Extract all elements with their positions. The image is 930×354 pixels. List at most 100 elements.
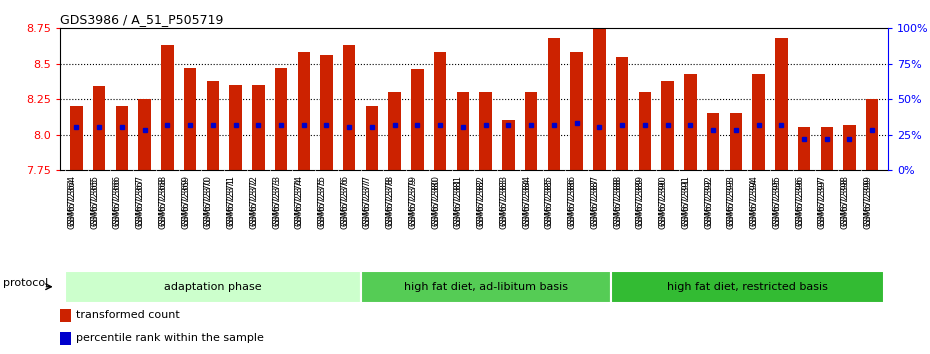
Text: GSM672396: GSM672396 — [795, 178, 804, 229]
Text: GSM672367: GSM672367 — [136, 178, 144, 229]
Text: GSM672388: GSM672388 — [613, 175, 622, 226]
Text: GDS3986 / A_51_P505719: GDS3986 / A_51_P505719 — [60, 13, 224, 26]
Bar — [548, 38, 560, 170]
Bar — [729, 113, 742, 170]
Bar — [274, 68, 287, 170]
Text: GSM672377: GSM672377 — [363, 178, 372, 229]
Text: GSM672365: GSM672365 — [90, 175, 100, 226]
Text: GSM672386: GSM672386 — [567, 175, 577, 226]
Bar — [343, 45, 355, 170]
Bar — [434, 52, 446, 170]
Text: GSM672385: GSM672385 — [545, 175, 554, 226]
Bar — [60, 332, 71, 345]
Bar — [139, 99, 151, 170]
Bar — [639, 92, 651, 170]
Text: protocol: protocol — [3, 278, 48, 288]
Text: GSM672372: GSM672372 — [249, 175, 259, 226]
Text: GSM672372: GSM672372 — [249, 178, 259, 229]
Text: GSM672394: GSM672394 — [750, 178, 759, 229]
Text: GSM672397: GSM672397 — [817, 178, 827, 229]
Text: GSM672375: GSM672375 — [317, 175, 326, 226]
Bar — [206, 81, 219, 170]
Text: GSM672364: GSM672364 — [67, 178, 76, 229]
Text: GSM672378: GSM672378 — [386, 178, 394, 229]
Bar — [611, 271, 884, 303]
Text: GSM672398: GSM672398 — [841, 178, 849, 229]
Bar — [70, 106, 83, 170]
Text: GSM672392: GSM672392 — [704, 178, 713, 229]
Text: GSM672374: GSM672374 — [295, 178, 304, 229]
Bar — [775, 38, 788, 170]
Text: GSM672371: GSM672371 — [227, 175, 235, 226]
Text: GSM672380: GSM672380 — [432, 178, 440, 229]
Text: GSM672379: GSM672379 — [408, 178, 418, 229]
Text: high fat diet, ad-libitum basis: high fat diet, ad-libitum basis — [404, 282, 567, 292]
Text: GSM672385: GSM672385 — [545, 178, 554, 229]
Bar — [411, 69, 424, 170]
Text: GSM672367: GSM672367 — [136, 175, 144, 226]
Text: GSM672379: GSM672379 — [408, 175, 418, 226]
Bar — [389, 92, 401, 170]
Text: percentile rank within the sample: percentile rank within the sample — [76, 333, 264, 343]
Text: GSM672377: GSM672377 — [363, 175, 372, 226]
Text: GSM672399: GSM672399 — [863, 178, 872, 229]
Text: GSM672373: GSM672373 — [272, 175, 281, 226]
Bar — [252, 85, 264, 170]
Text: GSM672388: GSM672388 — [613, 178, 622, 229]
Bar — [93, 86, 105, 170]
Text: GSM672366: GSM672366 — [113, 178, 122, 229]
Text: GSM672399: GSM672399 — [863, 175, 872, 226]
Text: GSM672376: GSM672376 — [340, 175, 350, 226]
Bar — [298, 52, 310, 170]
Bar — [684, 74, 697, 170]
Text: GSM672397: GSM672397 — [817, 175, 827, 226]
Text: GSM672378: GSM672378 — [386, 175, 394, 226]
Text: GSM672384: GSM672384 — [522, 175, 531, 226]
Text: GSM672391: GSM672391 — [682, 175, 690, 226]
Text: GSM672381: GSM672381 — [454, 178, 463, 229]
Bar — [230, 85, 242, 170]
Bar — [184, 68, 196, 170]
Bar — [320, 55, 333, 170]
Text: GSM672391: GSM672391 — [682, 178, 690, 229]
Text: GSM672369: GSM672369 — [181, 175, 190, 226]
Text: GSM672376: GSM672376 — [340, 178, 350, 229]
Text: GSM672392: GSM672392 — [704, 175, 713, 226]
Text: transformed count: transformed count — [76, 310, 179, 320]
Text: GSM672389: GSM672389 — [636, 175, 644, 226]
Bar — [820, 127, 833, 170]
Bar — [798, 127, 810, 170]
Text: GSM672394: GSM672394 — [750, 175, 759, 226]
Bar — [752, 74, 764, 170]
Bar — [866, 99, 879, 170]
Text: GSM672389: GSM672389 — [636, 178, 644, 229]
Bar — [361, 271, 611, 303]
Text: GSM672387: GSM672387 — [591, 178, 599, 229]
Text: GSM672373: GSM672373 — [272, 178, 281, 229]
Bar — [593, 10, 605, 170]
Text: GSM672395: GSM672395 — [772, 178, 781, 229]
Text: GSM672370: GSM672370 — [204, 178, 213, 229]
Text: GSM672380: GSM672380 — [432, 175, 440, 226]
Text: GSM672381: GSM672381 — [454, 175, 463, 226]
Text: GSM672383: GSM672383 — [499, 175, 509, 226]
Bar — [161, 45, 174, 170]
Text: GSM672369: GSM672369 — [181, 178, 190, 229]
Text: GSM672390: GSM672390 — [658, 175, 668, 226]
Bar — [707, 113, 719, 170]
Text: GSM672398: GSM672398 — [841, 175, 849, 226]
Text: GSM672395: GSM672395 — [772, 175, 781, 226]
Text: GSM672375: GSM672375 — [317, 178, 326, 229]
Text: GSM672384: GSM672384 — [522, 178, 531, 229]
Bar — [616, 57, 629, 170]
Text: GSM672387: GSM672387 — [591, 175, 599, 226]
Bar — [457, 92, 469, 170]
Text: GSM672382: GSM672382 — [477, 178, 485, 229]
Text: GSM672383: GSM672383 — [499, 178, 509, 229]
Text: adaptation phase: adaptation phase — [164, 282, 261, 292]
Bar — [365, 106, 379, 170]
Text: GSM672366: GSM672366 — [113, 175, 122, 226]
Bar — [844, 125, 856, 170]
Bar — [115, 106, 128, 170]
Bar — [525, 92, 538, 170]
